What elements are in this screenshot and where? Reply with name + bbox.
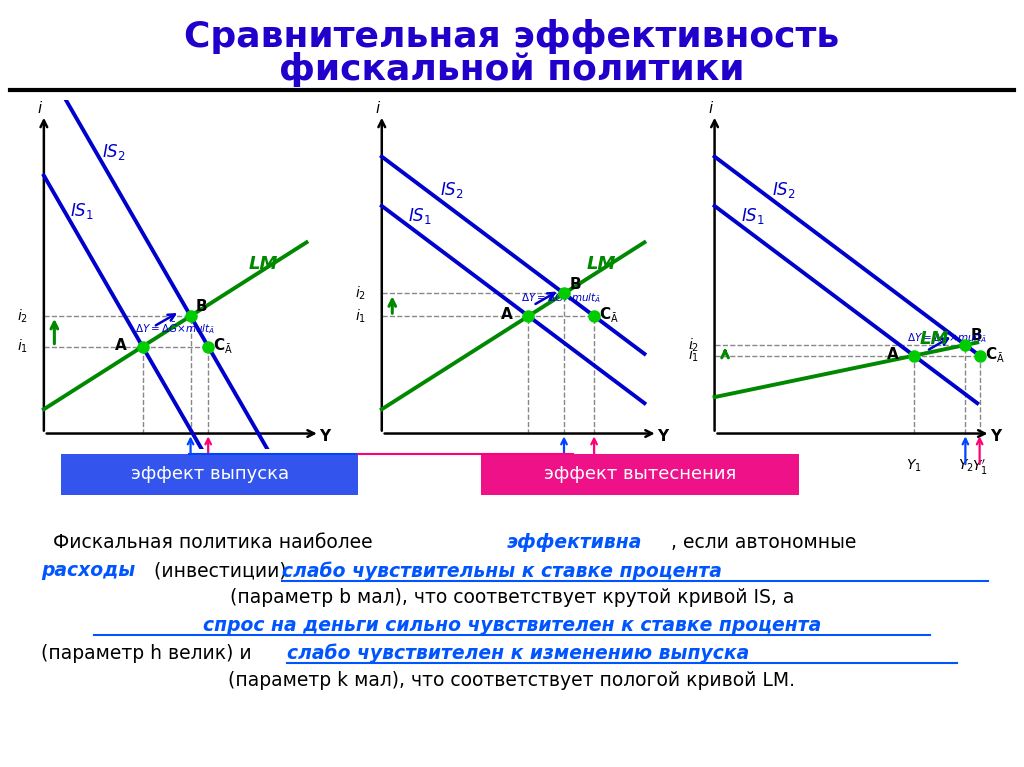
- Text: , если автономные: , если автономные: [671, 533, 856, 552]
- Text: $Y_1$: $Y_1$: [520, 458, 537, 474]
- Text: A: A: [887, 347, 898, 361]
- Text: эффективна: эффективна: [507, 533, 642, 552]
- Text: Фискальная политика наиболее: Фискальная политика наиболее: [41, 533, 379, 552]
- Text: Y: Y: [319, 429, 331, 444]
- Text: слабо чувствительны к ставке процента: слабо чувствительны к ставке процента: [282, 561, 722, 581]
- Text: Y: Y: [990, 429, 1001, 444]
- Text: $IS_2$: $IS_2$: [101, 142, 125, 162]
- Text: спрос на деньги сильно чувствителен к ставке процента: спрос на деньги сильно чувствителен к ст…: [203, 616, 821, 635]
- Text: $i_2$: $i_2$: [17, 308, 28, 324]
- Text: i: i: [376, 101, 380, 117]
- Text: расходы: расходы: [41, 561, 135, 581]
- Text: $Y_1$: $Y_1$: [134, 458, 151, 474]
- Text: LM: LM: [920, 331, 949, 348]
- Text: Ā: Ā: [225, 344, 231, 354]
- Text: $IS_1$: $IS_1$: [740, 206, 765, 225]
- Text: C: C: [599, 307, 610, 322]
- Text: $i_1$: $i_1$: [17, 337, 28, 355]
- Text: фискальной политики: фискальной политики: [280, 52, 744, 87]
- Text: (параметр b мал), что соответствует крутой кривой IS, а: (параметр b мал), что соответствует крут…: [229, 588, 795, 607]
- Text: Y: Y: [657, 429, 669, 444]
- Text: $i_2$: $i_2$: [355, 285, 366, 302]
- Text: $i_1$: $i_1$: [688, 347, 698, 364]
- Text: $\Delta Y{=}\Delta\bar{G}{\times}mult_{\bar{A}}$: $\Delta Y{=}\Delta\bar{G}{\times}mult_{\…: [521, 289, 601, 305]
- Text: $IS_2$: $IS_2$: [439, 180, 463, 200]
- Text: эффект вытеснения: эффект вытеснения: [544, 466, 736, 483]
- Text: $Y_2$: $Y_2$: [182, 458, 199, 474]
- Text: LM: LM: [249, 255, 279, 273]
- Text: $Y_2$: $Y_2$: [556, 458, 571, 474]
- Text: эффект выпуска: эффект выпуска: [131, 466, 289, 483]
- Text: C: C: [985, 347, 996, 361]
- Text: i: i: [38, 101, 42, 117]
- Text: A: A: [501, 307, 513, 322]
- Text: слабо чувствителен к изменению выпуска: слабо чувствителен к изменению выпуска: [287, 644, 749, 663]
- Text: $\Delta Y{=}\Delta\bar{G}{\times}mult_{\bar{A}}$: $\Delta Y{=}\Delta\bar{G}{\times}mult_{\…: [906, 329, 987, 345]
- Text: Сравнительная эффективность: Сравнительная эффективность: [184, 19, 840, 54]
- Text: i: i: [709, 101, 713, 117]
- Text: (параметр h велик) и: (параметр h велик) и: [41, 644, 258, 663]
- Text: LM: LM: [587, 255, 616, 273]
- Text: Ā: Ā: [611, 314, 617, 324]
- Text: $Y_1'$: $Y_1'$: [201, 458, 216, 477]
- Text: B: B: [196, 299, 208, 314]
- Text: Ā: Ā: [996, 354, 1004, 364]
- Text: $i_2$: $i_2$: [688, 336, 698, 354]
- Text: B: B: [569, 277, 581, 292]
- Text: $i_1$: $i_1$: [355, 308, 366, 324]
- Text: $Y_1'$: $Y_1'$: [972, 458, 987, 477]
- Text: B: B: [971, 328, 982, 344]
- Text: A: A: [115, 337, 127, 353]
- Text: $IS_1$: $IS_1$: [70, 201, 94, 221]
- Text: $\Delta Y{=}\Delta\bar{G}{\times}mult_{\bar{A}}$: $\Delta Y{=}\Delta\bar{G}{\times}mult_{\…: [135, 320, 215, 336]
- Text: $Y_1'$: $Y_1'$: [587, 458, 602, 477]
- Text: $Y_2$: $Y_2$: [957, 458, 973, 474]
- Text: $IS_1$: $IS_1$: [408, 206, 432, 225]
- Text: C: C: [213, 337, 224, 353]
- Text: $IS_2$: $IS_2$: [772, 180, 796, 200]
- Text: (инвестиции): (инвестиции): [148, 561, 293, 581]
- Text: (параметр k мал), что соответствует пологой кривой LM.: (параметр k мал), что соответствует поло…: [228, 671, 796, 690]
- Text: $Y_1$: $Y_1$: [906, 458, 922, 474]
